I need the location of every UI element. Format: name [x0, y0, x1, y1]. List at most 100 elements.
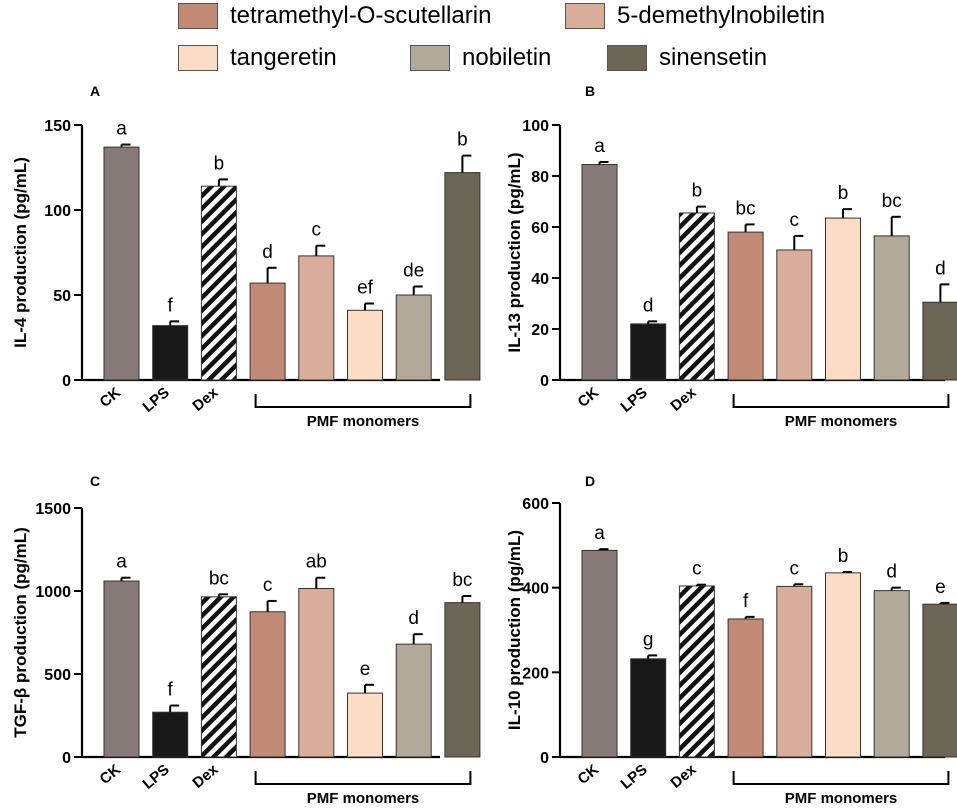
significance-letter: bc: [736, 198, 756, 219]
bar: [825, 572, 861, 758]
y-tick-label: 200: [522, 665, 549, 682]
bar: [249, 282, 286, 381]
significance-letter: f: [168, 680, 174, 701]
bar: [249, 611, 286, 758]
significance-letter: a: [116, 552, 127, 573]
bar: [298, 255, 335, 381]
significance-letter: b: [457, 130, 468, 151]
bar: [825, 217, 861, 381]
y-tick-label: 500: [44, 667, 71, 684]
significance-letter: d: [262, 242, 273, 263]
x-tick-label: Dex: [667, 384, 700, 415]
legend: tetramethyl-O-scutellarin 5-demethylnobi…: [0, 0, 957, 85]
panel-letter: C: [90, 473, 100, 489]
legend-swatch: [410, 45, 450, 71]
y-tick-label: 0: [540, 373, 549, 390]
significance-letter: g: [643, 629, 654, 650]
significance-letter: b: [838, 546, 849, 567]
y-tick-label: 0: [62, 750, 71, 767]
bar: [776, 585, 813, 758]
bar: [444, 602, 481, 758]
significance-letter: c: [790, 210, 800, 231]
significance-letter: a: [594, 523, 605, 544]
x-tick-label: CK: [575, 384, 603, 411]
bar: [395, 643, 432, 758]
legend-item-sinensetin: sinensetin: [607, 44, 767, 72]
legend-swatch: [607, 45, 647, 71]
x-tick-label: Dex: [189, 384, 222, 415]
panel-letter: A: [90, 83, 100, 99]
group-bracket: [254, 394, 472, 408]
significance-letter: de: [403, 261, 424, 282]
group-bracket: [254, 771, 472, 785]
bar: [630, 658, 667, 758]
significance-letter: b: [214, 153, 225, 174]
bar: [298, 588, 335, 758]
bar: [347, 309, 383, 381]
significance-letter: f: [743, 591, 749, 612]
bar: [630, 323, 667, 381]
significance-letter: b: [692, 181, 703, 202]
significance-letter: d: [643, 295, 654, 316]
significance-letter: d: [886, 562, 897, 583]
x-tick-label: LPS: [139, 384, 172, 416]
legend-item-tetramethyl: tetramethyl-O-scutellarin: [178, 2, 491, 30]
y-tick-label: 1500: [35, 501, 71, 518]
y-tick-label: 40: [531, 271, 549, 288]
y-tick-label: 600: [522, 496, 549, 513]
significance-letter: c: [312, 220, 322, 241]
significance-letter: d: [408, 608, 419, 629]
bar: [395, 294, 432, 381]
significance-letter: c: [790, 558, 800, 579]
x-tick-label: CK: [575, 761, 603, 788]
bar: [200, 596, 237, 758]
y-tick-label: 400: [522, 581, 549, 598]
significance-letter: e: [935, 577, 946, 598]
bar: [727, 231, 764, 381]
significance-letter: f: [168, 295, 174, 316]
panel-letter: B: [585, 83, 595, 99]
x-tick-label: LPS: [139, 761, 172, 793]
legend-swatch: [178, 45, 218, 71]
y-tick-label: 0: [540, 750, 549, 767]
x-tick-label: Dex: [189, 761, 222, 792]
group-bracket: [732, 394, 950, 408]
legend-label: tetramethyl-O-scutellarin: [230, 2, 492, 29]
y-tick-label: 100: [522, 118, 549, 135]
bar: [103, 580, 140, 758]
legend-swatch: [565, 3, 605, 29]
bar: [873, 590, 910, 758]
bar: [347, 692, 383, 758]
significance-letter: e: [360, 659, 371, 680]
legend-item-demethylnobiletin: 5-demethylnobiletin: [565, 2, 825, 30]
legend-item-nobiletin: nobiletin: [410, 44, 551, 72]
bar: [873, 235, 910, 381]
legend-swatch: [178, 3, 218, 29]
bar: [678, 212, 715, 381]
bar: [727, 618, 764, 758]
y-axis-label: TGF-β production (pg/mL): [11, 527, 30, 738]
bar: [922, 301, 957, 381]
bar: [200, 185, 237, 381]
x-tick-label: CK: [97, 384, 125, 411]
bar: [776, 249, 813, 381]
bar: [152, 711, 189, 758]
significance-letter: ef: [357, 278, 374, 299]
bar: [444, 172, 481, 381]
group-label: PMF monomers: [785, 790, 898, 807]
x-tick-label: LPS: [617, 761, 650, 793]
significance-letter: a: [116, 119, 127, 140]
x-tick-label: Dex: [667, 761, 700, 792]
panel-letter: D: [585, 473, 595, 489]
bar: [922, 603, 957, 758]
legend-label: nobiletin: [462, 44, 552, 71]
significance-letter: bc: [209, 568, 229, 589]
group-label: PMF monomers: [785, 413, 898, 430]
y-tick-label: 150: [44, 118, 71, 135]
significance-letter: c: [692, 559, 702, 580]
bar: [581, 549, 618, 758]
y-tick-label: 80: [531, 169, 549, 186]
significance-letter: b: [838, 183, 849, 204]
significance-letter: d: [935, 258, 946, 279]
